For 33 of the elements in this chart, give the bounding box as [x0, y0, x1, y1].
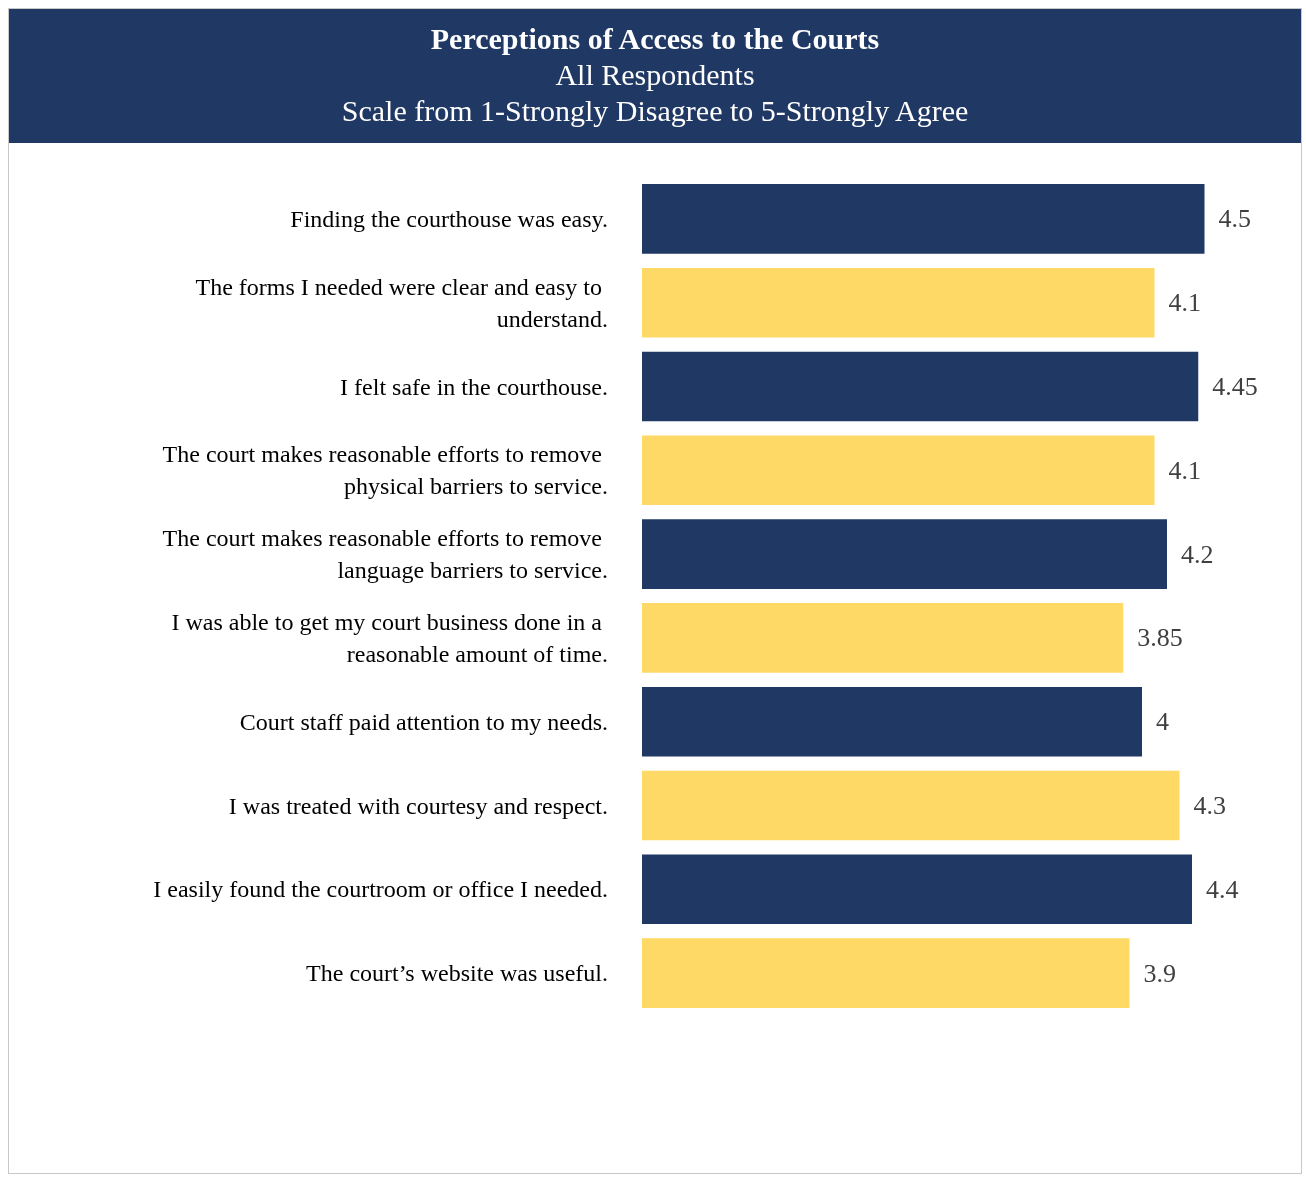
- y-tick-label: I was treated with courtesy and respect.: [228, 792, 608, 819]
- data-label: 4.1: [1168, 455, 1201, 485]
- y-tick-label: I felt safe in the courthouse.: [340, 373, 608, 400]
- bar: [642, 686, 1142, 757]
- chart-subtitle: All Respondents: [554, 57, 756, 93]
- data-label: 4.45: [1212, 372, 1258, 401]
- y-tick-label: The court makes reasonable efforts to remove physical barriers to service.: [162, 441, 608, 500]
- bar: [642, 938, 1130, 1008]
- data-label: 4: [1156, 707, 1169, 737]
- data-label: 4.3: [1193, 791, 1226, 820]
- y-tick-label: Finding the courthouse was easy.: [290, 205, 608, 232]
- data-label: 4.1: [1168, 288, 1201, 318]
- bar: [642, 184, 1205, 254]
- data-label: 3.85: [1137, 623, 1183, 653]
- bar: [642, 519, 1167, 589]
- bar: [642, 854, 1192, 925]
- y-tick-label: I easily found the courtroom or office I needed.: [153, 876, 608, 903]
- bar: [642, 351, 1199, 422]
- data-label: 4.4: [1206, 874, 1239, 904]
- y-tick-label: I was able to get my court business done in a reasonable amount of time.: [171, 608, 608, 667]
- y-tick-label: The forms I needed were clear and easy to understand.: [195, 273, 608, 332]
- bar: [642, 435, 1155, 506]
- y-tick-label: Court staff paid attention to my needs.: [239, 708, 608, 735]
- y-tick-label: The court makes reasonable efforts to remove language barriers to service.: [162, 525, 608, 584]
- bar: [642, 603, 1124, 673]
- data-label: 4.5: [1218, 204, 1251, 234]
- data-label: 4.2: [1181, 539, 1214, 569]
- y-tick-label: The court’s website was useful.: [306, 960, 608, 987]
- bar: [642, 267, 1155, 338]
- data-label: 3.9: [1143, 958, 1176, 988]
- bar: [642, 770, 1180, 841]
- text: Scale from 1-Strongly Disagree to 5-Strongly Agree: [340, 93, 970, 129]
- chart-title: Perceptions of Access to the Courts: [429, 21, 881, 57]
